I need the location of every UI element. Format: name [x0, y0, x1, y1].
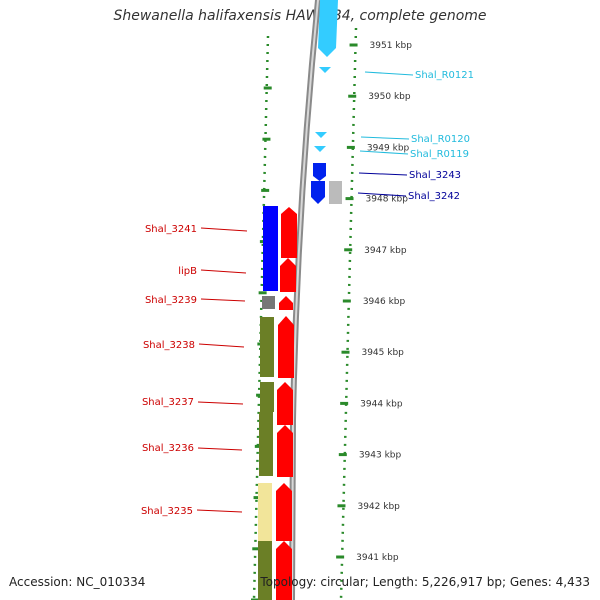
cog-block-shal-3238	[260, 317, 274, 377]
rna-arrow-shal-r0120	[315, 132, 327, 138]
scale-tick-label: 3944 kbp	[360, 399, 403, 409]
rna-arrow-shal-r0121	[319, 67, 331, 73]
pseudo-block-shal-3242	[329, 181, 342, 204]
scale-tick-3943: 3943 kbp	[253, 451, 402, 500]
scale-tick-label: 3951 kbp	[370, 41, 413, 51]
rna-arrow-shal-r0122	[318, 0, 338, 57]
scale-tick-3947: 3947 kbp	[258, 246, 407, 295]
cog-block-lipb	[263, 258, 278, 291]
gene-label-shal-r0120: Shal_R0120	[411, 134, 470, 145]
forward-cds-track	[276, 207, 297, 600]
gene-label-shal-3238: Shal_3238	[143, 340, 195, 351]
gene-label-shal-3239: Shal_3239	[145, 295, 197, 306]
cog-block-shal-3239	[262, 296, 275, 309]
cds-arrow-shal-3242	[311, 181, 325, 204]
cog-block-shal-3235	[258, 483, 272, 541]
scale-ticks: 3951 kbp 3950 kbp 3949 kbp 3948 kbp 3947 kbp…	[251, 41, 412, 600]
cds-arrow-shal-3235	[276, 483, 292, 541]
cds-arrow-shal-3237	[277, 382, 293, 425]
right-gene-labels: Shal_R0121 Shal_R0120 Shal_R0119 Shal_32…	[357, 70, 474, 202]
gene-label-shal-r0119: Shal_R0119	[410, 149, 469, 160]
cog-block-shal-3237	[260, 382, 274, 412]
map-title: Shewanella halifaxensis HAW-EB4, complet…	[113, 8, 487, 24]
cds-arrow-shal-3241	[281, 207, 297, 258]
left-gene-labels: Shal_3241 lipB Shal_3239 Shal_3238 Shal_…	[141, 224, 248, 517]
cog-block-shal-3236	[259, 412, 273, 476]
scale-tick-label: 3941 kbp	[356, 553, 399, 563]
scale-tick-label: 3945 kbp	[361, 348, 404, 358]
scale-tick-3949: 3949 kbp	[261, 143, 410, 192]
scale-tick-3942: 3942 kbp	[252, 502, 400, 551]
cds-arrow-lipb	[280, 258, 296, 292]
gene-label-shal-3237: Shal_3237	[142, 397, 194, 408]
scale-tick-3950: 3950 kbp	[262, 92, 411, 141]
cds-arrow-shal-3236	[277, 425, 293, 477]
scale-tick-3941: 3941 kbp	[251, 553, 399, 600]
gene-label-shal-3235: Shal_3235	[141, 506, 193, 517]
scale-tick-label: 3947 kbp	[364, 246, 407, 256]
accession-text: Accession: NC_010334	[9, 575, 146, 589]
cog-track	[258, 206, 278, 600]
gene-label-shal-3243: Shal_3243	[409, 170, 461, 181]
cog-block-shal-3234	[258, 541, 272, 600]
reverse-strand-track	[311, 0, 342, 204]
scale-tick-label: 3942 kbp	[357, 502, 400, 512]
cds-arrow-shal-3238	[278, 316, 294, 378]
rna-arrow-shal-r0119	[314, 146, 326, 152]
scale-tick-label: 3948 kbp	[366, 195, 409, 205]
cds-arrow-shal-3234	[276, 541, 292, 600]
gene-label-shal-3241: Shal_3241	[145, 224, 197, 235]
scale-tick-label: 3950 kbp	[368, 92, 411, 102]
genome-summary-text: Topology: circular; Length: 5,226,917 bp…	[260, 575, 590, 589]
scale-tick-3951: 3951 kbp	[263, 41, 413, 90]
gene-label-shal-3242: Shal_3242	[408, 191, 460, 202]
gene-label-shal-r0121: Shal_R0121	[415, 70, 474, 81]
scale-tick-label: 3946 kbp	[363, 297, 406, 307]
cds-arrow-shal-3239	[279, 296, 293, 310]
cds-arrow-shal-3243	[313, 163, 326, 181]
scale-tick-label: 3949 kbp	[367, 143, 410, 153]
scale-tick-label: 3943 kbp	[359, 451, 402, 461]
cog-block-shal-3241	[263, 206, 278, 258]
gene-label-shal-3236: Shal_3236	[142, 443, 194, 454]
gene-label-lipb: lipB	[178, 266, 197, 277]
genome-backbone-highlight	[291, 0, 319, 600]
outer-dotted-ring	[339, 27, 358, 600]
